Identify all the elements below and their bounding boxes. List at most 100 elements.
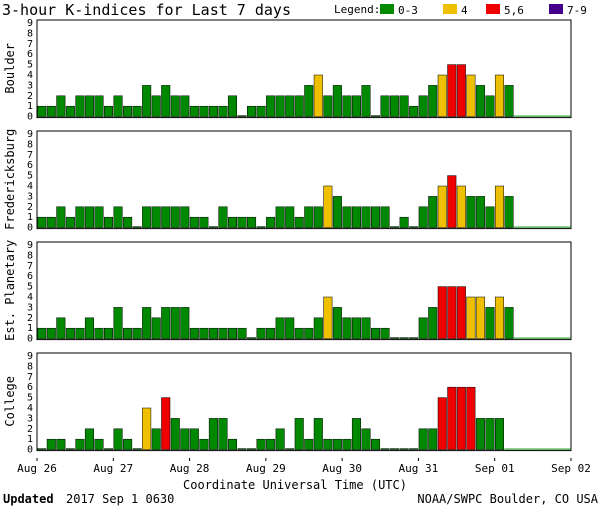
bar	[494, 418, 505, 450]
y-tick-label: 6	[27, 271, 33, 282]
bar	[342, 206, 352, 228]
bar	[104, 216, 114, 228]
bar	[218, 105, 228, 117]
bar	[275, 206, 285, 228]
bar	[227, 327, 237, 339]
bar	[380, 95, 390, 117]
y-tick-label: 3	[27, 413, 33, 424]
bar	[475, 196, 485, 228]
legend-swatch-0	[380, 4, 394, 14]
bar	[428, 307, 438, 339]
bar	[485, 307, 495, 339]
bar	[84, 95, 94, 117]
station-label: Est. Planetary	[3, 240, 17, 341]
bar	[266, 216, 276, 228]
bar	[266, 438, 276, 450]
y-tick-label: 7	[27, 372, 33, 383]
bar-empty	[513, 226, 524, 228]
bar	[199, 438, 209, 450]
bar	[161, 206, 171, 228]
bar	[275, 95, 285, 117]
bar	[170, 418, 180, 450]
bar-empty	[561, 448, 571, 450]
bar-empty	[551, 448, 562, 450]
y-tick-label: 5	[27, 282, 33, 293]
bar	[485, 95, 495, 117]
bar-empty	[523, 115, 533, 117]
bar-empty	[542, 337, 552, 339]
y-tick-label: 5	[27, 171, 33, 182]
bar	[409, 105, 419, 117]
bar	[418, 95, 428, 117]
bar	[237, 115, 247, 117]
bar	[104, 105, 114, 117]
bar	[142, 206, 152, 228]
bar	[361, 85, 371, 117]
bar	[428, 85, 438, 117]
bar-empty	[551, 115, 562, 117]
bar	[447, 286, 457, 339]
bar-empty	[561, 115, 571, 117]
bar	[37, 448, 47, 450]
bar-empty	[551, 337, 562, 339]
updated-value: 2017 Sep 1 0630	[66, 492, 174, 506]
legend-swatch-3	[549, 4, 563, 14]
bar-empty	[542, 115, 552, 117]
chart-title: 3-hour K-indices for Last 7 days	[2, 1, 291, 19]
bar	[104, 448, 114, 450]
x-tick-label: Aug 27	[93, 462, 133, 475]
bar	[123, 105, 133, 117]
bar	[113, 307, 123, 339]
bar	[227, 95, 237, 117]
bar	[390, 337, 400, 339]
x-tick-label: Aug 26	[17, 462, 57, 475]
bar	[351, 206, 361, 228]
bar	[56, 206, 66, 228]
bar	[227, 438, 237, 450]
bar-empty	[561, 226, 571, 228]
bar	[294, 327, 304, 339]
x-tick-label: Aug 28	[170, 462, 210, 475]
bar	[180, 428, 190, 450]
bar	[313, 418, 323, 450]
bar	[227, 216, 237, 228]
bar	[208, 226, 218, 228]
bar	[390, 226, 400, 228]
bar-empty	[513, 337, 524, 339]
bar	[161, 85, 171, 117]
bar	[456, 64, 466, 117]
bar	[247, 216, 257, 228]
bar	[285, 95, 295, 117]
x-tick-label: Aug 29	[246, 462, 286, 475]
bar	[437, 74, 447, 117]
bar	[151, 317, 161, 339]
y-tick-label: 9	[27, 18, 33, 29]
panel-frame	[36, 352, 572, 452]
bar	[371, 115, 381, 117]
bar	[351, 418, 361, 450]
bar	[266, 95, 276, 117]
bar	[437, 286, 447, 339]
y-tick-label: 8	[27, 361, 33, 372]
bar	[123, 216, 133, 228]
bar	[170, 95, 180, 117]
x-axis-ticks: Aug 26 Aug 27 Aug 28 Aug 29 Aug 30 Aug 31 Sep …	[17, 458, 591, 475]
y-tick-label: 8	[27, 250, 33, 261]
bar	[84, 206, 94, 228]
bar	[275, 317, 285, 339]
x-tick-label: Sep 01	[475, 462, 515, 475]
bar	[313, 206, 323, 228]
bar	[371, 327, 381, 339]
bar	[161, 397, 171, 450]
y-tick-label: 1	[27, 212, 33, 223]
bar	[371, 438, 381, 450]
bar	[180, 307, 190, 339]
bar	[380, 206, 390, 228]
bar	[428, 196, 438, 228]
bar	[123, 438, 133, 450]
bar	[399, 216, 409, 228]
bar	[218, 327, 228, 339]
